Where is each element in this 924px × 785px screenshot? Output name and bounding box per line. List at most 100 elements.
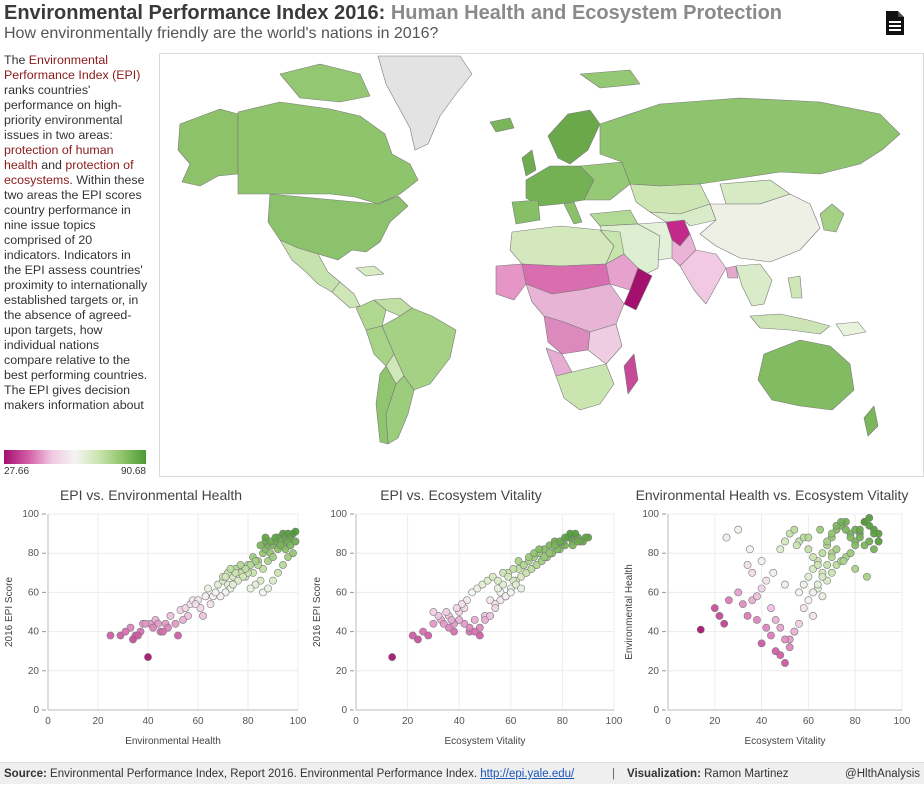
map-region-east-africa[interactable] xyxy=(587,323,623,365)
scatter-point[interactable] xyxy=(724,596,733,605)
scatter-point[interactable] xyxy=(439,619,448,628)
map-region-canada-islands[interactable] xyxy=(279,63,371,103)
scatter-point[interactable] xyxy=(753,592,761,601)
scatter-point[interactable] xyxy=(540,553,549,562)
scatter-point[interactable] xyxy=(486,596,495,605)
scatter-point[interactable] xyxy=(753,615,761,624)
footer-handle[interactable]: @HlthAnalysis xyxy=(845,768,920,780)
scatter-point[interactable] xyxy=(530,549,538,558)
scatter-point[interactable] xyxy=(424,631,433,640)
scatter-point[interactable] xyxy=(149,623,157,632)
scatter-point[interactable] xyxy=(144,653,152,661)
scatter-point[interactable] xyxy=(535,545,544,554)
map-region-canada[interactable] xyxy=(237,101,419,205)
scatter-point[interactable] xyxy=(106,631,115,640)
scatter-point[interactable] xyxy=(581,533,590,542)
map-region-new-zealand[interactable] xyxy=(863,405,879,437)
scatter-point[interactable] xyxy=(757,584,766,593)
scatter-point[interactable] xyxy=(429,619,438,628)
scatter-point[interactable] xyxy=(475,623,484,632)
scatter-point[interactable] xyxy=(745,545,754,554)
scatter-point[interactable] xyxy=(799,604,808,612)
scatter-point[interactable] xyxy=(204,584,212,593)
scatter-point[interactable] xyxy=(468,588,476,597)
map-region-central-africa[interactable] xyxy=(525,283,625,333)
scatter-point[interactable] xyxy=(226,564,235,573)
scatter-point[interactable] xyxy=(201,592,210,601)
scatter-point[interactable] xyxy=(573,537,582,546)
scatter-point[interactable] xyxy=(816,525,824,534)
scatter-point[interactable] xyxy=(776,651,785,660)
scatter-point[interactable] xyxy=(473,584,482,593)
scatter-point[interactable] xyxy=(851,564,860,573)
scatter-point[interactable] xyxy=(568,541,577,550)
scatter-point[interactable] xyxy=(767,604,775,612)
scatter-point[interactable] xyxy=(555,537,564,546)
map-region-north-africa[interactable] xyxy=(509,225,615,267)
scatter-point[interactable] xyxy=(710,604,719,612)
scatter-point[interactable] xyxy=(246,584,255,593)
scatter-point[interactable] xyxy=(846,533,855,542)
scatter-point[interactable] xyxy=(457,600,466,609)
epi-link[interactable]: Environmental Performance Index (EPI) xyxy=(4,53,141,82)
scatter-point[interactable] xyxy=(264,584,272,593)
map-region-chile[interactable] xyxy=(375,365,397,445)
scatter-point[interactable] xyxy=(229,580,237,589)
scatter-point[interactable] xyxy=(799,580,808,589)
scatter-point[interactable] xyxy=(291,537,300,546)
scatter-point[interactable] xyxy=(790,525,799,534)
map-region-turkey[interactable] xyxy=(589,209,639,227)
scatter-point[interactable] xyxy=(846,549,855,558)
scatter-point[interactable] xyxy=(781,537,789,546)
ecosystems-link[interactable]: protection of ecosystems xyxy=(4,158,134,187)
scatter-point[interactable] xyxy=(795,619,803,628)
scatter-point[interactable] xyxy=(862,572,871,581)
map-region-arctic-islands[interactable] xyxy=(579,69,641,89)
scatter-point[interactable] xyxy=(776,545,785,554)
scatter-point[interactable] xyxy=(434,612,443,620)
scatter-point[interactable] xyxy=(781,659,789,667)
scatter-point[interactable] xyxy=(499,580,507,589)
map-region-west-africa[interactable] xyxy=(495,263,527,301)
scatter-point[interactable] xyxy=(279,561,287,569)
scatter-point[interactable] xyxy=(851,541,860,550)
map-region-australia[interactable] xyxy=(757,339,855,411)
scatter-point[interactable] xyxy=(517,572,526,581)
scatter-point[interactable] xyxy=(743,612,752,620)
scatter-point[interactable] xyxy=(261,533,270,542)
scatter-point[interactable] xyxy=(478,580,487,589)
scatter-point[interactable] xyxy=(748,568,757,577)
scatter-point[interactable] xyxy=(493,576,502,585)
scatter-point[interactable] xyxy=(767,631,775,640)
scatter-point[interactable] xyxy=(804,572,813,581)
scatter-point[interactable] xyxy=(496,596,505,605)
scatter-point[interactable] xyxy=(870,545,878,554)
scatter-point[interactable] xyxy=(781,635,789,644)
scatter-point[interactable] xyxy=(444,623,453,632)
scatter-point[interactable] xyxy=(762,623,771,632)
scatter-point[interactable] xyxy=(762,576,771,585)
scatter-point[interactable] xyxy=(483,576,492,585)
scatter-point[interactable] xyxy=(450,627,458,636)
scatter-point[interactable] xyxy=(447,615,456,624)
scatter-point[interactable] xyxy=(865,537,874,546)
scatter-point[interactable] xyxy=(470,615,479,624)
scatter-point[interactable] xyxy=(870,529,878,538)
scatter-point[interactable] xyxy=(470,627,479,636)
scatter-point[interactable] xyxy=(159,627,167,636)
scatter-point[interactable] xyxy=(269,553,277,562)
scatter-point[interactable] xyxy=(452,604,461,612)
scatter-point[interactable] xyxy=(865,521,874,530)
scatter-point[interactable] xyxy=(841,525,850,534)
scatter-point[interactable] xyxy=(804,545,813,554)
scatter-point[interactable] xyxy=(757,557,766,565)
scatter-point[interactable] xyxy=(792,541,801,550)
scatter-point[interactable] xyxy=(388,653,397,661)
map-region-southern-africa[interactable] xyxy=(555,363,615,411)
map-region-philippines[interactable] xyxy=(787,275,803,299)
scatter-point[interactable] xyxy=(720,619,729,628)
map-region-russia[interactable] xyxy=(599,97,901,187)
scatter-point[interactable] xyxy=(486,612,495,620)
map-region-caribbean[interactable] xyxy=(355,265,385,277)
map-region-png[interactable] xyxy=(835,321,867,337)
